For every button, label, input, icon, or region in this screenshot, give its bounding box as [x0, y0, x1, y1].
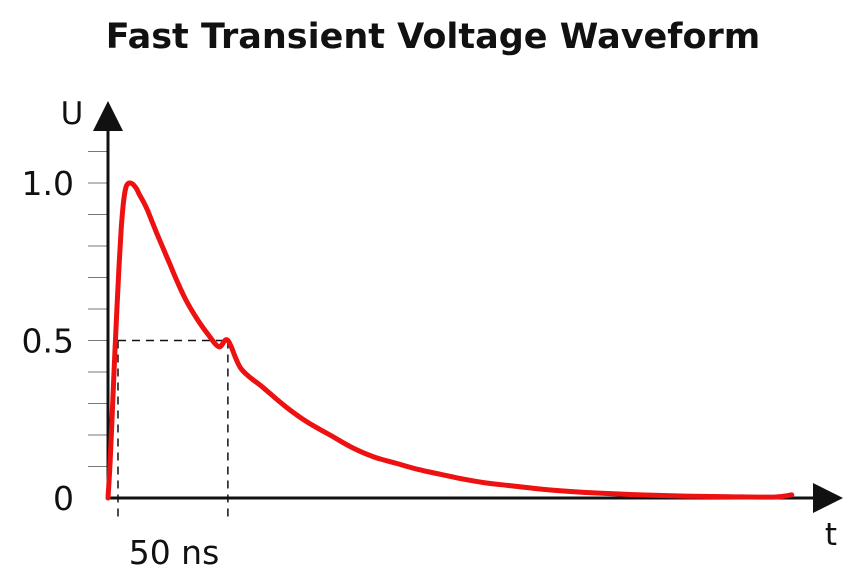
y-tick-label: 0: [53, 479, 74, 518]
duration-annotation: 50 ns: [129, 533, 220, 572]
series-line-u: [105, 180, 795, 501]
half-value-guides: [117, 339, 229, 522]
y-tick-labels: 0 0.5 1.0: [22, 164, 74, 518]
y-axis-label: U: [61, 96, 84, 132]
y-tick-label: 0.5: [22, 322, 74, 361]
y-minor-ticks: [88, 151, 108, 467]
x-axis-label: t: [825, 517, 837, 553]
y-tick-label: 1.0: [22, 164, 74, 203]
chart-title: Fast Transient Voltage Waveform: [106, 17, 761, 57]
